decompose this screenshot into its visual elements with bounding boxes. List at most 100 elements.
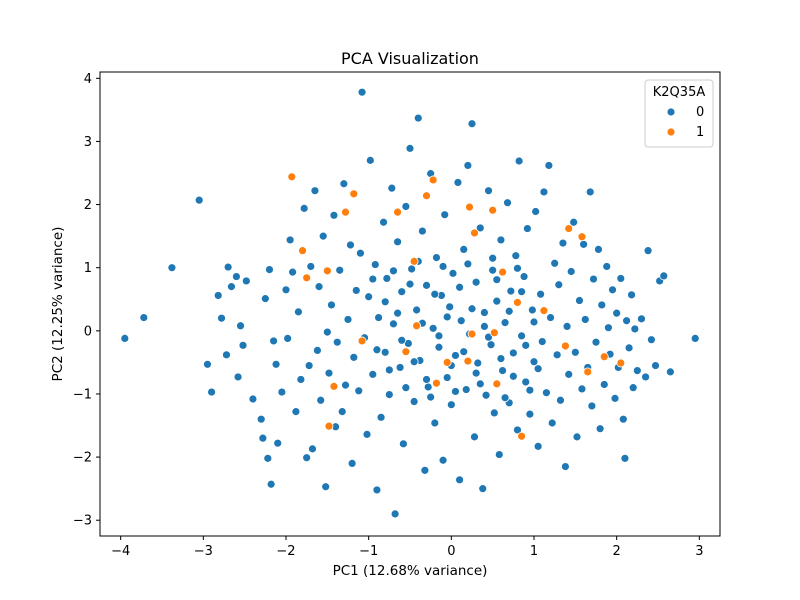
scatter-point-series-0	[618, 414, 628, 424]
scatter-point-series-0	[690, 334, 700, 343]
legend-title: K2Q35A	[653, 85, 706, 100]
series-0	[120, 87, 700, 519]
scatter-point-series-0	[302, 453, 312, 463]
scatter-point-series-0	[304, 361, 314, 370]
scatter-point-series-1	[349, 189, 359, 199]
scatter-point-series-0	[585, 187, 595, 197]
scatter-point-series-0	[306, 262, 316, 271]
scatter-point-series-0	[236, 321, 245, 331]
scatter-point-series-0	[451, 351, 460, 360]
scatter-point-series-0	[233, 372, 243, 382]
y-tick-label: 4	[84, 72, 92, 87]
scatter-point-series-0	[283, 334, 293, 343]
scatter-point-series-0	[393, 237, 403, 247]
scatter-point-series-0	[376, 412, 386, 422]
legend-marker-0	[666, 107, 676, 117]
scatter-point-series-0	[552, 350, 562, 360]
plot-frame	[99, 71, 721, 537]
scatter-point-series-0	[293, 307, 303, 317]
scatter-point-series-0	[570, 347, 580, 357]
scatter-point-series-1	[488, 205, 498, 215]
scatter-point-series-0	[318, 231, 328, 241]
scatter-point-series-0	[223, 262, 233, 272]
scatter-point-series-0	[562, 322, 572, 331]
scatter-point-series-0	[659, 271, 669, 281]
scatter-point-series-0	[382, 274, 392, 283]
scatter-point-series-0	[438, 262, 448, 271]
scatter-point-series-0	[475, 379, 485, 389]
scatter-point-series-0	[455, 282, 465, 292]
scatter-point-series-0	[413, 113, 423, 123]
scatter-point-series-0	[368, 274, 378, 284]
scatter-point-series-0	[651, 361, 660, 370]
scatter-point-series-0	[475, 223, 485, 233]
scatter-point-series-0	[248, 394, 258, 404]
scatter-point-series-1	[470, 228, 479, 238]
scatter-point-series-1	[401, 347, 411, 357]
scatter-point-series-0	[489, 408, 499, 418]
scatter-point-series-1	[357, 336, 367, 346]
scatter-point-series-0	[471, 368, 481, 378]
scatter-point-series-0	[517, 331, 526, 341]
chart-title: PCA Visualization	[341, 49, 479, 68]
scatter-point-series-0	[622, 316, 631, 326]
scatter-point-series-0	[587, 401, 597, 411]
scatter-point-series-0	[365, 155, 375, 165]
legend: K2Q35A 0 1	[644, 79, 714, 148]
scatter-point-series-0	[595, 424, 605, 434]
scatter-point-series-0	[580, 315, 590, 324]
scatter-point-series-0	[488, 265, 498, 275]
scatter-point-series-0	[260, 294, 270, 304]
legend-box	[644, 79, 714, 148]
scatter-point-series-0	[641, 372, 650, 382]
scatter-point-series-1	[463, 356, 473, 366]
scatter-point-series-1	[489, 328, 499, 338]
scatter-point-series-0	[564, 369, 574, 379]
y-axis-title: PC2 (12.25% variance)	[50, 227, 66, 382]
scatter-point-series-0	[332, 337, 342, 347]
scatter-point-series-0	[496, 354, 506, 364]
y-tick-label: −2	[73, 451, 92, 466]
scatter-point-series-0	[637, 314, 646, 324]
scatter-point-series-1	[577, 232, 587, 242]
x-tick-label: 2	[613, 544, 621, 559]
scatter-point-series-0	[380, 347, 390, 357]
scatter-point-series-0	[266, 479, 276, 489]
y-tick-label: 2	[84, 198, 92, 213]
scatter-point-series-0	[357, 87, 367, 97]
scatter-point-series-0	[390, 509, 400, 519]
scatter-point-series-0	[471, 277, 481, 287]
scatter-point-series-0	[355, 248, 365, 258]
scatter-point-series-0	[604, 323, 613, 333]
x-tick-label: −3	[194, 544, 213, 559]
scatter-point-series-1	[583, 367, 593, 377]
scatter-point-series-0	[442, 373, 452, 382]
scatter-point-series-0	[343, 315, 353, 324]
scatter-point-series-0	[542, 388, 551, 398]
scatter-point-series-0	[347, 459, 357, 468]
scatter-point-series-0	[285, 235, 295, 245]
scatter-point-series-1	[561, 341, 570, 351]
scatter-point-series-0	[430, 418, 440, 428]
scatter-point-series-0	[666, 367, 675, 377]
scatter-point-series-0	[442, 312, 452, 322]
scatter-point-series-1	[329, 381, 339, 391]
scatter-point-series-0	[322, 327, 332, 337]
scatter-point-series-0	[461, 385, 471, 394]
scatter-point-series-0	[422, 375, 431, 384]
scatter-point-series-0	[428, 323, 438, 333]
scatter-point-series-0	[387, 183, 397, 193]
scatter-point-series-0	[407, 264, 417, 274]
scatter-point-series-1	[287, 172, 297, 182]
scatter-point-series-0	[296, 375, 306, 384]
scatter-point-series-0	[393, 308, 403, 318]
scatter-point-series-0	[368, 369, 378, 379]
scatter-point-series-0	[426, 392, 436, 402]
scatter-point-series-1	[341, 207, 350, 217]
scatter-point-series-0	[547, 418, 557, 428]
scatter-point-series-0	[434, 331, 444, 341]
scatter-point-series-0	[241, 276, 251, 286]
scatter-point-series-1	[302, 273, 312, 283]
